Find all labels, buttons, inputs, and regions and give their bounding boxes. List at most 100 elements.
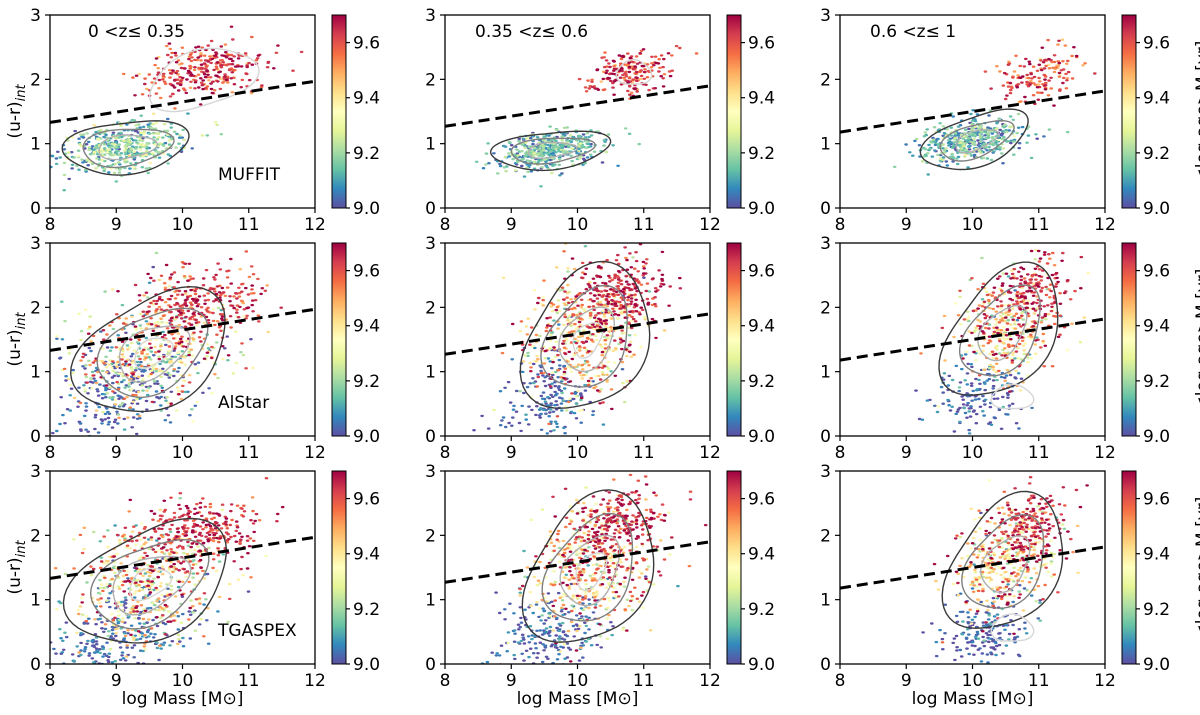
- scatter-point: [601, 423, 606, 426]
- scatter-point: [1004, 334, 1009, 337]
- scatter-point: [587, 305, 592, 308]
- scatter-point: [165, 44, 169, 48]
- scatter-point: [562, 364, 567, 368]
- scatter-point: [116, 394, 120, 397]
- scatter-point: [535, 354, 539, 358]
- scatter-point: [117, 372, 121, 375]
- scatter-point: [994, 362, 999, 365]
- colorbar-tick-label: 9.6: [748, 262, 775, 282]
- scatter-point: [595, 68, 599, 72]
- scatter-point: [1052, 322, 1057, 326]
- scatter-point: [95, 388, 99, 391]
- scatter-point: [587, 281, 592, 284]
- scatter-point: [174, 71, 178, 75]
- scatter-point: [998, 339, 1002, 343]
- scatter-point: [587, 364, 591, 367]
- scatter-point: [627, 77, 632, 80]
- scatter-point: [1013, 327, 1018, 330]
- scatter-point: [1034, 339, 1038, 342]
- scatter-point: [595, 389, 600, 392]
- scatter-point: [639, 283, 644, 286]
- y-tick-label: 3: [820, 234, 831, 254]
- scatter-point: [611, 349, 616, 353]
- scatter-point: [214, 341, 219, 344]
- scatter-point: [668, 74, 673, 78]
- scatter-point: [250, 284, 254, 287]
- scatter-point: [101, 369, 105, 373]
- scatter-point: [192, 68, 197, 72]
- scatter-point: [217, 291, 222, 294]
- colorbar: [726, 242, 742, 437]
- scatter-point: [103, 412, 108, 416]
- scatter-point: [1065, 79, 1069, 82]
- scatter-point: [990, 132, 995, 135]
- scatter-point: [1060, 38, 1065, 41]
- scatter-point: [569, 370, 574, 373]
- scatter-point: [147, 166, 152, 170]
- scatter-point: [1037, 76, 1041, 80]
- scatter-point: [124, 331, 128, 334]
- y-tick-label: 2: [820, 70, 831, 90]
- scatter-point: [994, 310, 998, 313]
- scatter-point: [95, 674, 99, 676]
- scatter-point: [644, 289, 649, 293]
- scatter-point: [112, 420, 117, 424]
- scatter-point: [179, 317, 184, 320]
- scatter-point: [652, 63, 656, 67]
- scatter-point: [211, 319, 216, 323]
- scatter-point: [134, 432, 139, 436]
- scatter-point: [644, 83, 648, 87]
- scatter-point: [609, 79, 613, 83]
- scatter-point: [1029, 335, 1033, 338]
- scatter-point: [144, 153, 148, 157]
- scatter-point: [639, 345, 643, 349]
- scatter-point: [577, 409, 581, 413]
- scatter-point: [504, 170, 508, 173]
- scatter-point: [1047, 288, 1052, 291]
- scatter-point: [115, 380, 119, 384]
- scatter-point: [230, 304, 235, 307]
- scatter-point: [161, 78, 165, 81]
- scatter-point: [197, 86, 201, 89]
- scatter-point: [557, 309, 562, 313]
- scatter-point: [970, 277, 974, 280]
- scatter-point: [1005, 130, 1009, 134]
- scatter-point: [555, 392, 559, 395]
- scatter-point: [501, 416, 506, 419]
- scatter-point: [78, 422, 83, 425]
- scatter-point: [606, 215, 610, 217]
- scatter-point: [118, 163, 122, 166]
- scatter-point: [1022, 349, 1027, 352]
- scatter-point: [199, 330, 203, 333]
- colorbar-tick-label: 9.4: [1143, 317, 1170, 337]
- scatter-point: [80, 135, 84, 138]
- scatter-point: [1029, 333, 1033, 336]
- scatter-point: [205, 70, 209, 73]
- scatter-point: [965, 416, 969, 419]
- scatter-point: [922, 135, 927, 138]
- scatter-point: [625, 258, 629, 262]
- scatter-point: [600, 295, 605, 298]
- scatter-point: [114, 371, 118, 374]
- scatter-point: [223, 73, 227, 76]
- scatter-point: [1015, 277, 1019, 280]
- scatter-point: [175, 132, 179, 136]
- scatter-point: [116, 146, 120, 149]
- scatter-point: [550, 371, 555, 374]
- scatter-point: [89, 349, 93, 353]
- scatter-point: [598, 275, 603, 279]
- scatter-point: [641, 274, 645, 277]
- scatter-point: [570, 330, 574, 333]
- density-contour: [572, 322, 604, 359]
- scatter-point: [595, 338, 599, 342]
- scatter-point: [152, 77, 157, 80]
- scatter-point: [612, 80, 617, 83]
- scatter-point: [1044, 81, 1048, 85]
- scatter-point: [570, 147, 574, 150]
- scatter-point: [148, 161, 152, 165]
- scatter-point: [633, 320, 638, 323]
- scatter-point: [904, 143, 908, 146]
- scatter-point: [999, 134, 1004, 137]
- scatter-point: [1018, 308, 1023, 311]
- colorbar-tick-label: 9.2: [1143, 144, 1170, 164]
